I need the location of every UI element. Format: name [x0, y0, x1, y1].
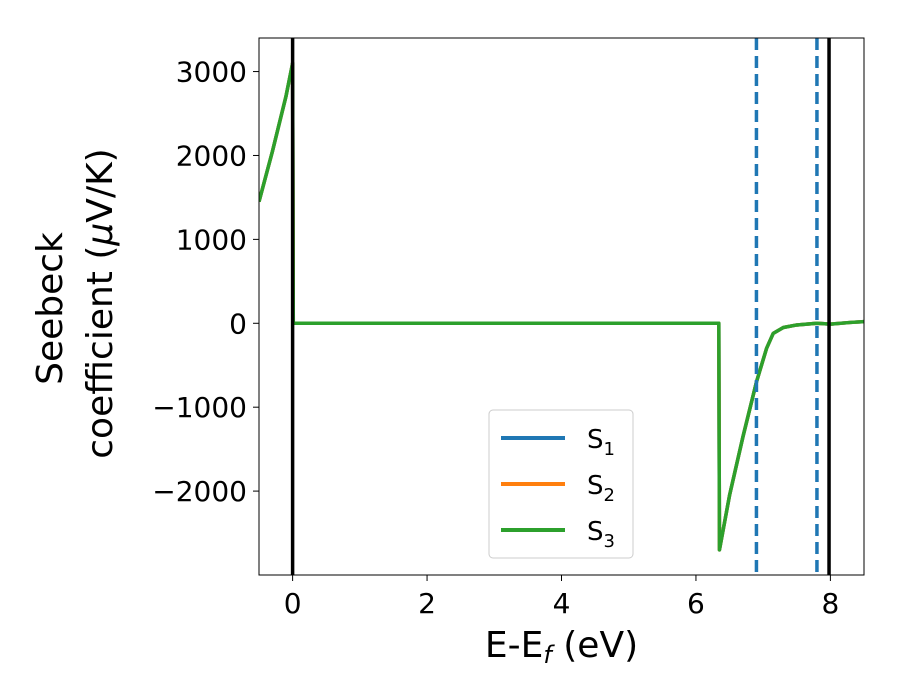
- y-axis-label-line2: coefficient (μV/K): [80, 148, 121, 458]
- y-tick-label: 0: [229, 307, 247, 340]
- y-axis-label-text: coefficient (: [80, 246, 121, 459]
- legend-label-1: S1: [587, 425, 615, 460]
- x-axis-label: E-Ef (eV): [485, 625, 638, 669]
- y-axis-label: Seebeck coefficient (μV/K): [30, 148, 121, 458]
- y-tick-label: 2000: [176, 139, 247, 172]
- vertical-lines: [290, 38, 831, 575]
- y-axis-label-unit: V/K): [80, 148, 121, 222]
- legend-label-3: S3: [587, 517, 615, 552]
- y-tick-label: −1000: [152, 391, 247, 424]
- y-axis-ticks: −2000 −1000 0 1000 2000 3000: [152, 56, 259, 508]
- x-axis-label-main: E-E: [485, 625, 543, 666]
- y-tick-label: −2000: [152, 475, 247, 508]
- y-tick-label: 3000: [176, 56, 247, 89]
- y-tick-label: 1000: [176, 223, 247, 256]
- legend-label-2: S2: [587, 471, 615, 506]
- x-axis-ticks: 0 2 4 6 8: [284, 575, 839, 620]
- x-tick-label: 4: [553, 587, 571, 620]
- y-axis-label-mu: μ: [80, 223, 121, 247]
- x-tick-label: 2: [418, 587, 436, 620]
- legend: S1 S2 S3: [488, 409, 634, 559]
- x-tick-label: 0: [284, 587, 302, 620]
- x-tick-label: 6: [687, 587, 705, 620]
- x-tick-label: 8: [821, 587, 839, 620]
- x-axis-label-unit: (eV): [552, 625, 638, 666]
- y-axis-label-line1: Seebeck: [30, 232, 71, 385]
